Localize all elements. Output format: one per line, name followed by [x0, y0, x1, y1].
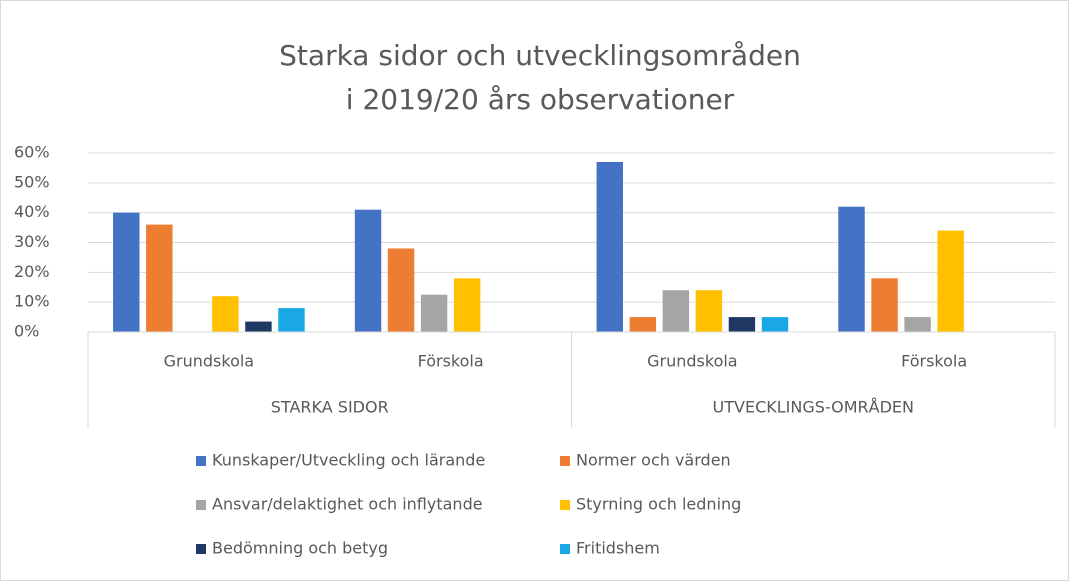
bar — [904, 317, 931, 332]
legend-label: Normer och värden — [576, 451, 731, 470]
bar — [871, 278, 898, 332]
legend-label: Bedömning och betyg — [212, 539, 388, 558]
bar — [761, 317, 789, 332]
bar — [937, 230, 964, 332]
bar — [113, 212, 140, 332]
group-label: UTVECKLINGS-OMRÅDEN — [713, 398, 914, 417]
legend-label: Fritidshem — [576, 539, 660, 558]
x-tick-label: Grundskola — [164, 352, 254, 371]
bar — [212, 296, 239, 332]
x-tick-label: Förskola — [901, 352, 967, 371]
bar — [420, 294, 448, 332]
bar — [596, 161, 623, 332]
legend-swatch — [560, 500, 570, 510]
legend-swatch — [196, 456, 206, 466]
legend-label: Kunskaper/Utveckling och lärande — [212, 451, 485, 470]
bar — [838, 206, 865, 332]
bar — [453, 278, 481, 332]
y-tick-label: 0% — [14, 322, 39, 341]
chart-title: Starka sidor och utvecklingsområden — [279, 39, 801, 72]
y-tick-label: 10% — [14, 292, 50, 311]
chart-title: i 2019/20 års observationer — [346, 83, 735, 116]
x-tick-label: Förskola — [418, 352, 484, 371]
x-tick-label: Grundskola — [647, 352, 737, 371]
y-tick-label: 50% — [14, 172, 50, 191]
bar — [662, 290, 690, 332]
bar — [629, 317, 657, 332]
legend-label: Ansvar/delaktighet och inflytande — [212, 495, 483, 514]
bar — [728, 317, 756, 332]
bar — [278, 308, 305, 332]
y-tick-label: 40% — [14, 202, 50, 221]
y-tick-label: 30% — [14, 232, 50, 251]
legend-label: Styrning och ledning — [576, 495, 741, 514]
legend-swatch — [196, 544, 206, 554]
y-tick-label: 20% — [14, 262, 50, 281]
bar — [695, 290, 723, 332]
bar — [146, 224, 173, 332]
bar — [354, 209, 382, 332]
legend-swatch — [560, 456, 570, 466]
group-label: STARKA SIDOR — [271, 398, 389, 417]
bar — [387, 248, 415, 332]
legend-swatch — [196, 500, 206, 510]
bar — [245, 321, 272, 332]
legend-swatch — [560, 544, 570, 554]
y-tick-label: 60% — [14, 143, 50, 162]
